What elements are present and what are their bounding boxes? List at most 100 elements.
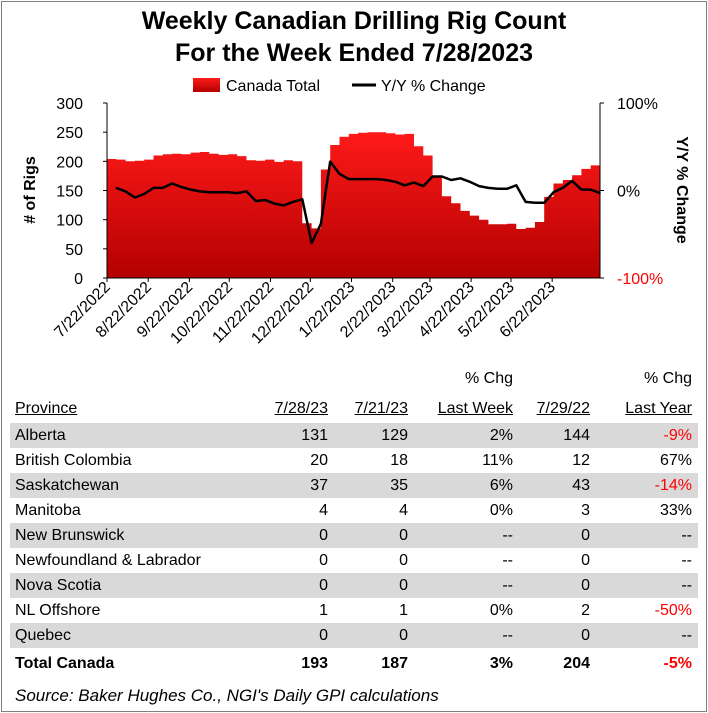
yy-change-point — [338, 173, 341, 175]
yy-change-point — [282, 204, 285, 207]
header-last-year-chg: Last Year — [625, 400, 692, 417]
previous-week-cell: 18 — [390, 452, 408, 469]
year-change-cell: -50% — [654, 602, 692, 619]
yy-change-point — [534, 202, 536, 204]
yy-change-point — [589, 188, 592, 191]
current-week-cell: 0 — [319, 527, 328, 544]
year-change-cell: -5% — [663, 655, 692, 672]
yy-change-point — [273, 202, 276, 205]
current-week-cell: 131 — [301, 427, 328, 444]
yy-change-point — [543, 202, 545, 204]
yy-change-point — [217, 191, 220, 194]
last-year-cell: 43 — [572, 477, 590, 494]
yy-change-point — [506, 188, 508, 190]
left-tick-label: 300 — [56, 96, 83, 113]
yy-change-point — [189, 188, 192, 191]
table-row: Saskatchewan 37 35 6% 43 -14% — [10, 473, 698, 498]
yy-change-point — [459, 177, 462, 180]
year-change-cell: 33% — [659, 502, 692, 519]
last-year-cell: 0 — [581, 627, 590, 644]
previous-week-cell: 0 — [399, 577, 408, 594]
right-tick-label: 0% — [617, 184, 640, 201]
yy-change-point — [422, 185, 425, 187]
yy-change-point — [199, 190, 201, 193]
table-row: NL Offshore 1 1 0% 2 -50% — [10, 598, 698, 623]
header-chg-year-top: % Chg — [643, 370, 692, 387]
yy-change-point — [385, 179, 387, 181]
previous-week-cell: 1 — [399, 602, 408, 619]
previous-week-cell: 4 — [399, 502, 408, 519]
week-change-cell: -- — [502, 552, 513, 569]
left-tick-label: 100 — [56, 213, 83, 230]
year-change-cell: 67% — [659, 452, 692, 469]
yy-change-point — [208, 191, 211, 194]
table-row: Quebec 0 0 -- 0 -- — [10, 623, 698, 648]
yy-change-point — [469, 181, 471, 183]
left-tick-label: 50 — [65, 242, 83, 259]
header-last-year: 7/29/22 — [536, 400, 590, 417]
left-tick-label: 0 — [74, 271, 83, 288]
yy-change-point — [227, 191, 229, 194]
yy-change-point — [450, 179, 453, 181]
table-row: New Brunswick 0 0 -- 0 -- — [10, 523, 698, 548]
province-cell: Alberta — [15, 427, 66, 444]
province-cell: Newfoundland & Labrador — [15, 552, 201, 569]
yy-change-point — [143, 193, 145, 195]
yy-change-point — [301, 198, 304, 201]
yy-change-point — [357, 178, 360, 180]
table-row: British Colombia 20 18 11% 12 67% — [10, 448, 698, 473]
total-row: Total Canada 193 187 3% 204 -5% — [10, 651, 698, 676]
yy-change-point — [255, 200, 257, 202]
yy-change-point — [264, 199, 266, 201]
province-cell: Quebec — [15, 627, 72, 644]
yy-change-point — [329, 160, 332, 163]
province-cell: Saskatchewan — [15, 477, 120, 494]
week-change-cell: 0% — [489, 502, 513, 519]
legend-swatch-canada-total — [193, 78, 220, 92]
previous-week-cell: 0 — [399, 627, 408, 644]
yy-change-point — [134, 196, 136, 199]
yy-change-point — [571, 180, 573, 182]
yy-change-point — [478, 185, 480, 187]
week-change-cell: 0% — [489, 602, 513, 619]
source-note: Source: Baker Hughes Co., NGI's Daily GP… — [15, 686, 439, 705]
yy-change-point — [376, 178, 378, 180]
week-change-cell: -- — [502, 577, 513, 594]
yy-change-point — [515, 184, 518, 187]
yy-change-point — [115, 187, 118, 189]
current-week-cell: 1 — [319, 602, 328, 619]
yy-change-point — [310, 242, 313, 244]
province-cell: British Colombia — [15, 452, 132, 469]
yy-change-point — [552, 191, 555, 194]
yy-change-point — [599, 192, 601, 194]
last-year-cell: 3 — [581, 502, 590, 519]
chart-title-line1: Weekly Canadian Drilling Rig Count — [141, 7, 567, 35]
left-tick-label: 200 — [56, 154, 83, 171]
table-row: Manitoba 4 4 0% 3 33% — [10, 498, 698, 523]
previous-week-cell: 129 — [381, 427, 408, 444]
current-week-cell: 20 — [310, 452, 328, 469]
table-row: Newfoundland & Labrador 0 0 -- 0 -- — [10, 548, 698, 573]
header-last-week-chg: Last Week — [437, 400, 513, 417]
previous-week-cell: 187 — [381, 655, 408, 672]
week-change-cell: 3% — [489, 655, 513, 672]
header-province: Province — [15, 400, 78, 417]
current-week-cell: 0 — [319, 627, 328, 644]
right-tick-label: 100% — [617, 96, 658, 113]
year-change-cell: -- — [681, 527, 692, 544]
last-year-cell: 0 — [581, 577, 590, 594]
yy-change-point — [487, 187, 490, 189]
table-row: Nova Scotia 0 0 -- 0 -- — [10, 573, 698, 598]
left-tick-label: 250 — [56, 125, 83, 142]
last-year-cell: 12 — [572, 452, 590, 469]
yy-change-point — [245, 190, 248, 193]
chart-legend: Canada Total Y/Y % Change — [193, 78, 486, 95]
province-cell: Nova Scotia — [15, 577, 102, 594]
table-row: Alberta 131 129 2% 144 -9% — [10, 423, 698, 448]
canada-total-area — [107, 132, 600, 278]
yy-change-point — [124, 190, 127, 193]
yy-change-point — [496, 188, 499, 190]
previous-week-cell: 35 — [390, 477, 408, 494]
header-chg-week-top: % Chg — [464, 370, 513, 387]
